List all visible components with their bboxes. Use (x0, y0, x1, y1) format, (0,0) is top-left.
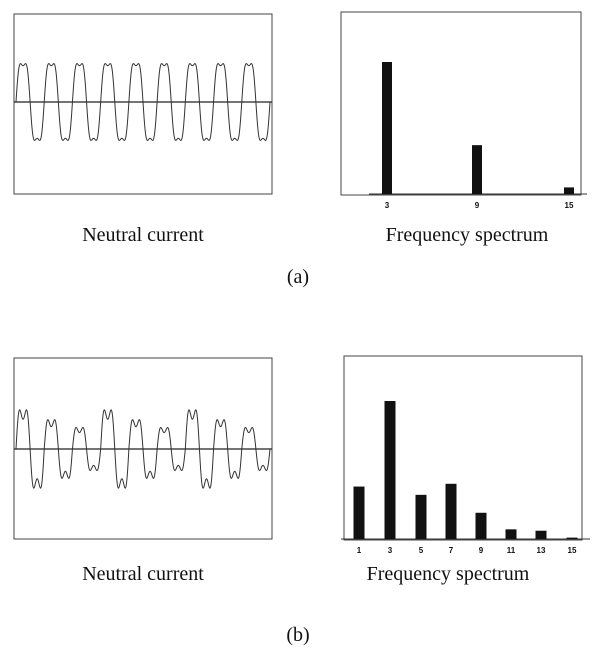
spectrum-b-tick-11: 11 (507, 546, 516, 555)
spectrum-a-tick-15: 15 (565, 201, 574, 210)
panel-b-label: (b) (286, 624, 309, 646)
spectrum-b-frame (343, 355, 583, 541)
spectrum-b-tick-15: 15 (568, 546, 577, 555)
spectrum-b-bar-9 (475, 512, 487, 539)
waveform-b-caption: Neutral current (82, 563, 204, 585)
waveform-b-trace (15, 409, 271, 489)
spectrum-a-bar-3 (382, 62, 392, 194)
waveform-a (13, 13, 273, 195)
spectrum-a-tick-9: 9 (475, 201, 480, 210)
spectrum-b-tick-5: 5 (419, 546, 424, 555)
waveform-a-trace (15, 63, 271, 141)
spectrum-a-tick-3: 3 (385, 201, 390, 210)
spectrum-a-bar-15 (564, 187, 574, 194)
spectrum-b-bar-13 (535, 530, 547, 539)
spectrum-a: 3 9 15 (340, 11, 587, 210)
spectrum-b-bar-1 (353, 486, 365, 539)
spectrum-b-tick-9: 9 (479, 546, 484, 555)
spectrum-b-tick-1: 1 (357, 546, 362, 555)
spectrum-a-frame (340, 11, 582, 196)
waveform-a-caption: Neutral current (82, 224, 204, 246)
spectrum-b-tick-3: 3 (388, 546, 393, 555)
spectrum-b-bar-3 (384, 401, 396, 539)
waveform-b (13, 357, 273, 540)
spectrum-b-bar-11 (505, 529, 517, 539)
spectrum-b-caption: Frequency spectrum (367, 563, 530, 585)
spectrum-b: 1 3 5 7 9 11 13 15 (341, 355, 590, 555)
spectrum-b-tick-13: 13 (537, 546, 546, 555)
spectrum-a-bar-9 (472, 145, 482, 194)
spectrum-a-caption: Frequency spectrum (386, 224, 549, 246)
panel-a-label: (a) (287, 266, 309, 288)
spectrum-b-bar-7 (445, 483, 457, 539)
spectrum-b-tick-7: 7 (449, 546, 454, 555)
spectrum-b-bar-15 (566, 537, 578, 539)
waveform-a-frame (13, 13, 273, 195)
spectrum-b-bar-5 (415, 494, 427, 539)
